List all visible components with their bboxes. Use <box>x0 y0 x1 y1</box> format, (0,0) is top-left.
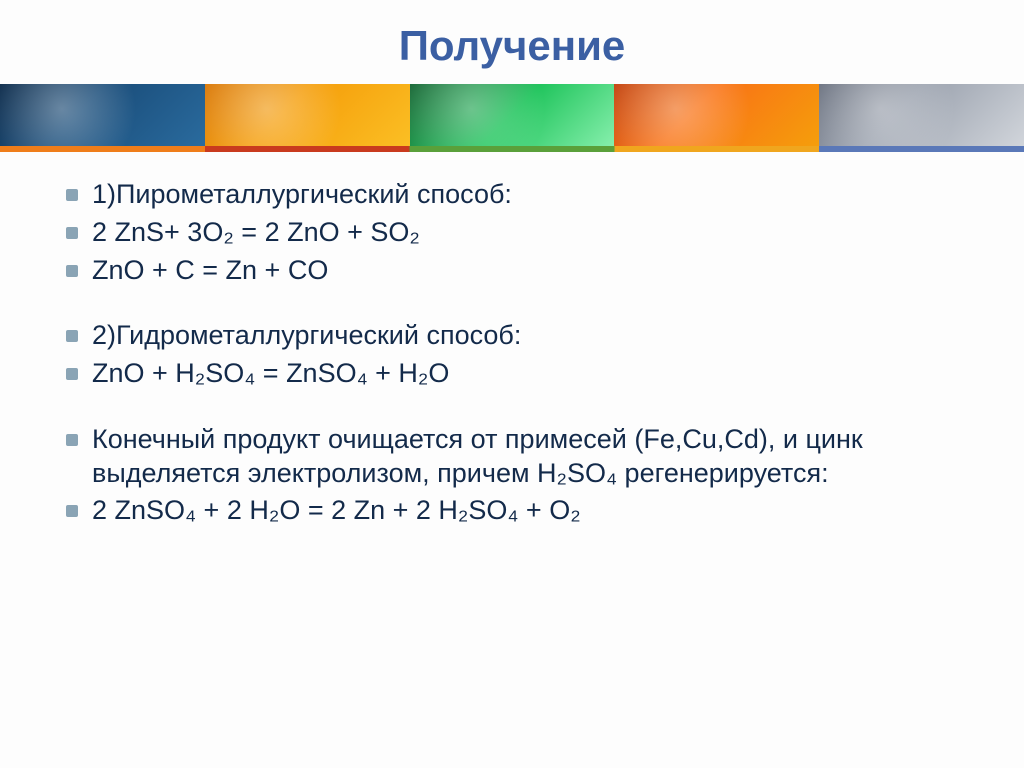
banner-image-4 <box>614 84 819 146</box>
slide: Получение 1)Пирометаллургический способ:… <box>0 0 1024 768</box>
bullet-icon <box>66 434 78 446</box>
bullet-text: 2 ZnS+ 3O₂ = 2 ZnO + SO₂ <box>92 216 420 250</box>
spacer <box>66 395 958 423</box>
bullet-line: ZnO + H₂SO₄ = ZnSO₄ + H₂O <box>66 357 958 391</box>
banner-image-3 <box>410 84 615 146</box>
bullet-line: Конечный продукт очищается от примесей (… <box>66 423 958 491</box>
bullet-text: 2 ZnSO₄ + 2 H₂O = 2 Zn + 2 H₂SO₄ + O₂ <box>92 494 581 528</box>
banner-image-5 <box>819 84 1024 146</box>
bullet-text: Конечный продукт очищается от примесей (… <box>92 423 958 491</box>
bullet-text: ZnO + H₂SO₄ = ZnSO₄ + H₂O <box>92 357 449 391</box>
bullet-text: ZnO + C = Zn + CO <box>92 254 328 288</box>
bullet-line: 1)Пирометаллургический способ: <box>66 178 958 212</box>
bullet-line: ZnO + C = Zn + CO <box>66 254 958 288</box>
bullet-icon <box>66 330 78 342</box>
bullet-icon <box>66 368 78 380</box>
bullet-text: 2)Гидрометаллургический способ: <box>92 319 521 353</box>
slide-title: Получение <box>0 0 1024 70</box>
bullet-text: 1)Пирометаллургический способ: <box>92 178 512 212</box>
banner-image-1 <box>0 84 205 146</box>
bullet-icon <box>66 505 78 517</box>
spacer <box>66 291 958 319</box>
bullet-line: 2)Гидрометаллургический способ: <box>66 319 958 353</box>
content-area: 1)Пирометаллургический способ: 2 ZnS+ 3O₂… <box>0 152 1024 528</box>
bullet-icon <box>66 189 78 201</box>
image-banner <box>0 84 1024 146</box>
bullet-icon <box>66 227 78 239</box>
bullet-line: 2 ZnS+ 3O₂ = 2 ZnO + SO₂ <box>66 216 958 250</box>
banner-image-2 <box>205 84 410 146</box>
bullet-line: 2 ZnSO₄ + 2 H₂O = 2 Zn + 2 H₂SO₄ + O₂ <box>66 494 958 528</box>
bullet-icon <box>66 265 78 277</box>
